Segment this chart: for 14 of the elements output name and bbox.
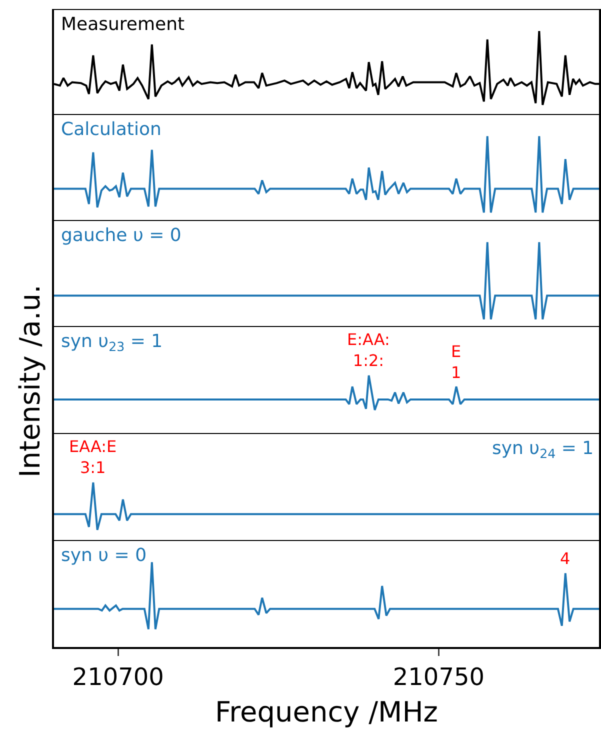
chart-title: Calculation <box>61 119 162 140</box>
chart-title: Measurement <box>61 14 185 35</box>
chart-title: syn υ$_{24}$ = 1 <box>492 438 594 461</box>
annotation: E:AA: 1:2: <box>347 330 390 370</box>
annotation: 4 <box>560 549 570 568</box>
x-tick-label: 210700 <box>72 662 164 691</box>
x-axis-title: Frequency /MHz <box>215 695 438 728</box>
chart-title: syn υ$_{23}$ = 1 <box>61 331 163 354</box>
chart-title: syn υ = 0 <box>61 545 147 566</box>
annotation: EAA:E 3:1 <box>69 437 117 477</box>
annotation: E 1 <box>451 342 462 382</box>
y-axis-title: Intensity /a.u. <box>14 284 46 477</box>
x-tick-label: 210750 <box>392 662 485 691</box>
chart-title: gauche υ = 0 <box>61 225 182 246</box>
